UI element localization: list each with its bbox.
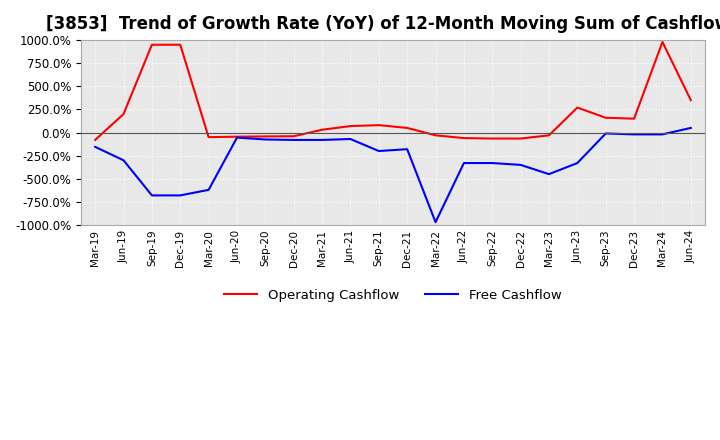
Free Cashflow <box>544 172 553 177</box>
Free Cashflow <box>431 220 440 225</box>
Operating Cashflow <box>431 133 440 138</box>
Free Cashflow <box>148 193 156 198</box>
Free Cashflow <box>176 193 184 198</box>
Free Cashflow <box>658 132 667 137</box>
Free Cashflow <box>120 158 128 163</box>
Operating Cashflow <box>459 136 468 141</box>
Free Cashflow <box>374 148 383 154</box>
Free Cashflow <box>233 135 241 140</box>
Line: Operating Cashflow: Operating Cashflow <box>95 42 690 140</box>
Operating Cashflow <box>318 127 326 132</box>
Operating Cashflow <box>516 136 525 141</box>
Operating Cashflow <box>120 111 128 117</box>
Operating Cashflow <box>573 105 582 110</box>
Legend: Operating Cashflow, Free Cashflow: Operating Cashflow, Free Cashflow <box>219 283 567 307</box>
Operating Cashflow <box>601 115 610 121</box>
Free Cashflow <box>630 132 639 137</box>
Operating Cashflow <box>686 98 695 103</box>
Operating Cashflow <box>91 137 99 143</box>
Free Cashflow <box>403 147 412 152</box>
Operating Cashflow <box>176 42 184 48</box>
Free Cashflow <box>488 161 497 166</box>
Free Cashflow <box>204 187 213 192</box>
Free Cashflow <box>261 137 270 142</box>
Free Cashflow <box>318 137 326 143</box>
Operating Cashflow <box>204 135 213 140</box>
Free Cashflow <box>459 161 468 166</box>
Free Cashflow <box>516 162 525 168</box>
Operating Cashflow <box>488 136 497 141</box>
Operating Cashflow <box>233 134 241 139</box>
Free Cashflow <box>289 137 298 143</box>
Free Cashflow <box>686 125 695 131</box>
Operating Cashflow <box>658 39 667 44</box>
Operating Cashflow <box>148 42 156 48</box>
Line: Free Cashflow: Free Cashflow <box>95 128 690 222</box>
Operating Cashflow <box>289 134 298 139</box>
Operating Cashflow <box>544 133 553 138</box>
Title: [3853]  Trend of Growth Rate (YoY) of 12-Month Moving Sum of Cashflows: [3853] Trend of Growth Rate (YoY) of 12-… <box>46 15 720 33</box>
Free Cashflow <box>601 131 610 136</box>
Free Cashflow <box>91 144 99 150</box>
Operating Cashflow <box>403 125 412 131</box>
Operating Cashflow <box>630 116 639 121</box>
Operating Cashflow <box>261 134 270 139</box>
Free Cashflow <box>573 161 582 166</box>
Operating Cashflow <box>374 122 383 128</box>
Free Cashflow <box>346 136 355 142</box>
Operating Cashflow <box>346 124 355 129</box>
